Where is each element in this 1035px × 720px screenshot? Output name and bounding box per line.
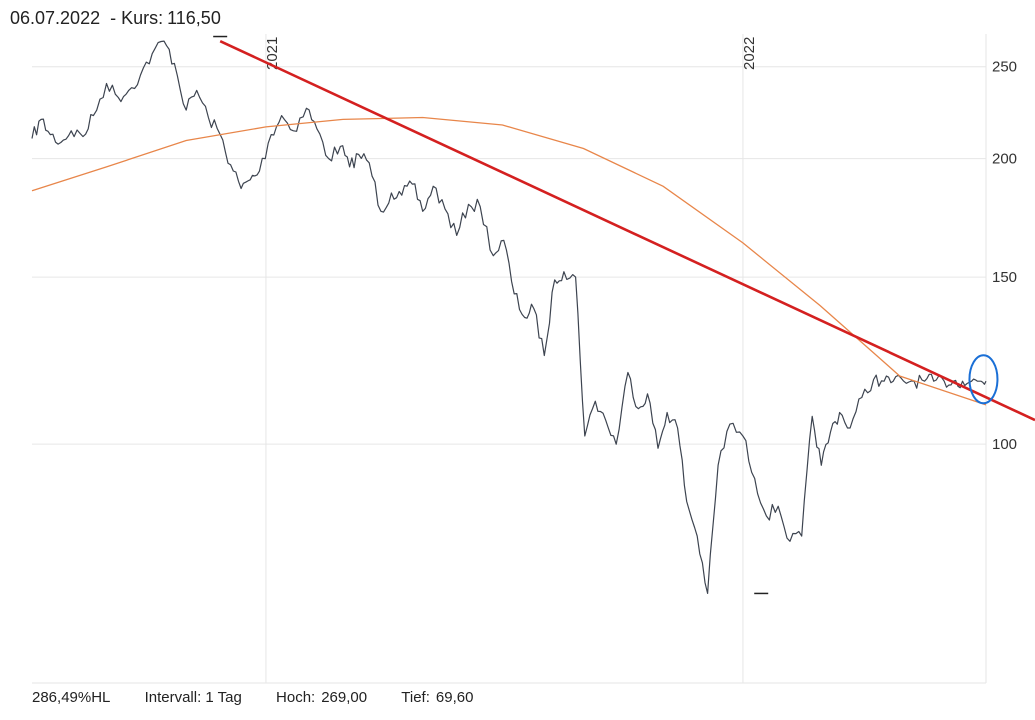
y-tick-label: 250 bbox=[992, 59, 1017, 76]
footer-tief-label: Tief: bbox=[401, 689, 430, 706]
x-tick-label: 2022 bbox=[741, 37, 758, 70]
footer-intervall: Intervall: 1 Tag bbox=[144, 689, 242, 706]
title-kurs-label: - Kurs: bbox=[110, 8, 164, 28]
y-tick-label: 100 bbox=[992, 436, 1017, 453]
title-date: 06.07.2022 bbox=[10, 8, 101, 28]
y-axis-ticks: 100 150 200 250 bbox=[992, 59, 1017, 453]
footer-hl: 286,49%HL bbox=[32, 689, 111, 706]
y-tick-label: 150 bbox=[992, 269, 1017, 286]
chart-footer: 286,49%HL Intervall: 1 Tag Hoch: 269,00 T… bbox=[32, 689, 473, 706]
x-axis-ticks: 2021 2022 bbox=[264, 37, 758, 70]
footer-hoch-label: Hoch: bbox=[276, 689, 316, 706]
x-tick-label: 2021 bbox=[264, 37, 281, 70]
chart-title: 06.07.2022 - Kurs: 116,50 bbox=[10, 8, 221, 29]
highlight-circle bbox=[968, 354, 999, 405]
series-layer bbox=[31, 39, 1035, 594]
grid-lines bbox=[32, 34, 987, 684]
footer-hoch-value: 269,00 bbox=[321, 689, 368, 706]
title-kurs-value: 116,50 bbox=[167, 8, 221, 28]
annotation-layer bbox=[213, 35, 999, 595]
moving-average-line bbox=[31, 116, 987, 406]
footer-tief-value: 69,60 bbox=[435, 689, 474, 706]
price-line bbox=[31, 40, 987, 594]
trend-line bbox=[219, 39, 1035, 422]
y-tick-label: 200 bbox=[992, 151, 1017, 168]
price-chart: 2021 2022 100 150 200 250 bbox=[31, 34, 1035, 684]
